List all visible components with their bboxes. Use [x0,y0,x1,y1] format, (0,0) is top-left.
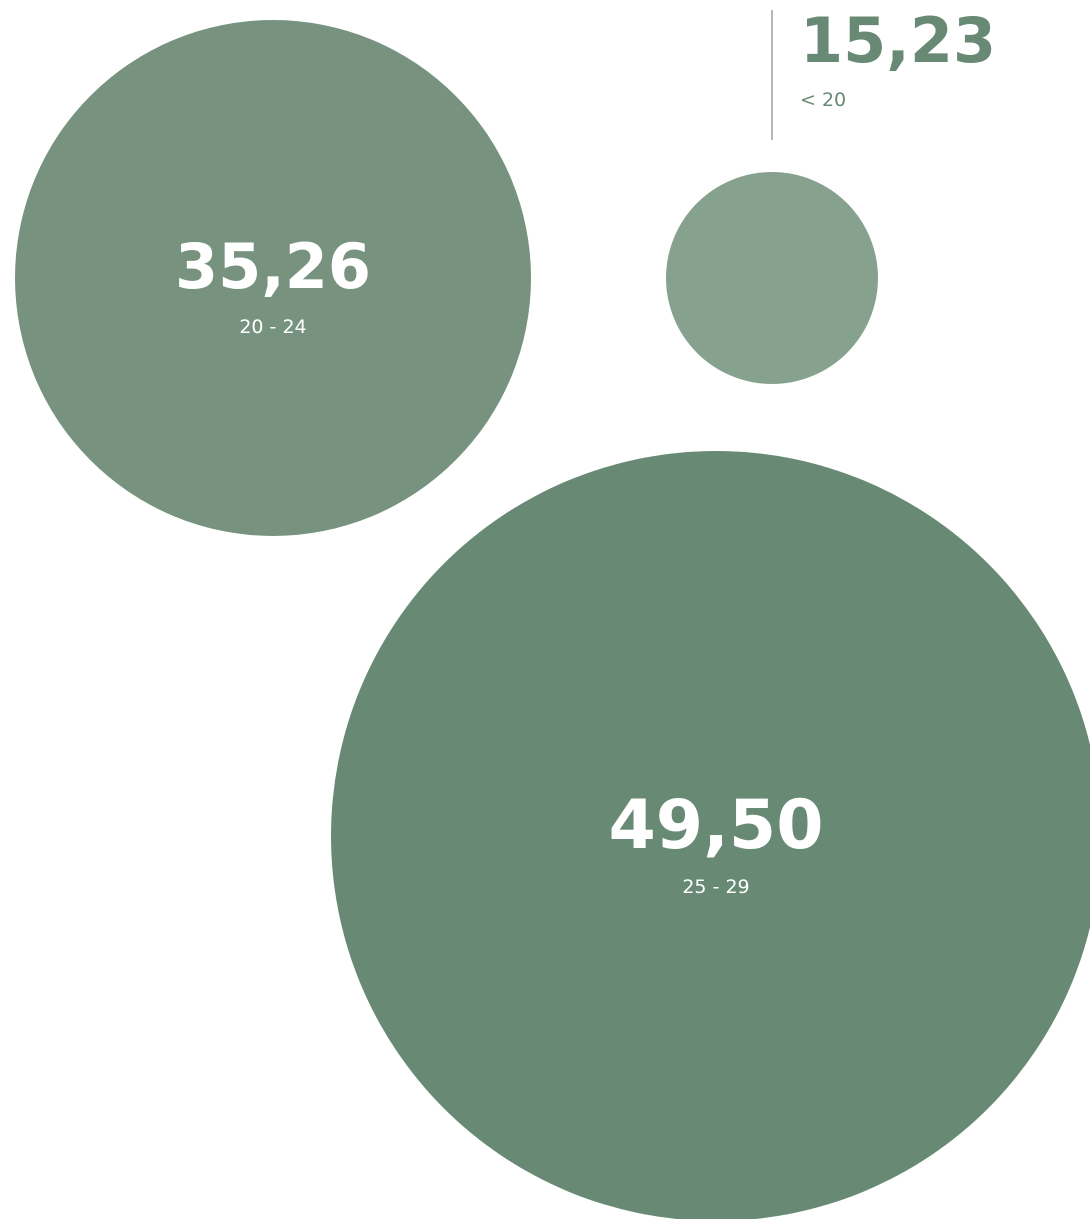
bubble-25-29 [331,451,1090,1219]
bubble-20-24 [15,20,531,536]
bubble-20-24-label: 20 - 24 [239,316,306,338]
bubble-25-29-label: 25 - 29 [682,876,749,898]
bubble-under-20-value: 15,23 [800,4,996,77]
bubble-20-24-value: 35,26 [175,230,371,303]
bubble-under-20 [666,172,878,384]
bubble-25-29-value: 49,50 [608,786,823,865]
bubble-under-20-label: < 20 [800,89,846,111]
